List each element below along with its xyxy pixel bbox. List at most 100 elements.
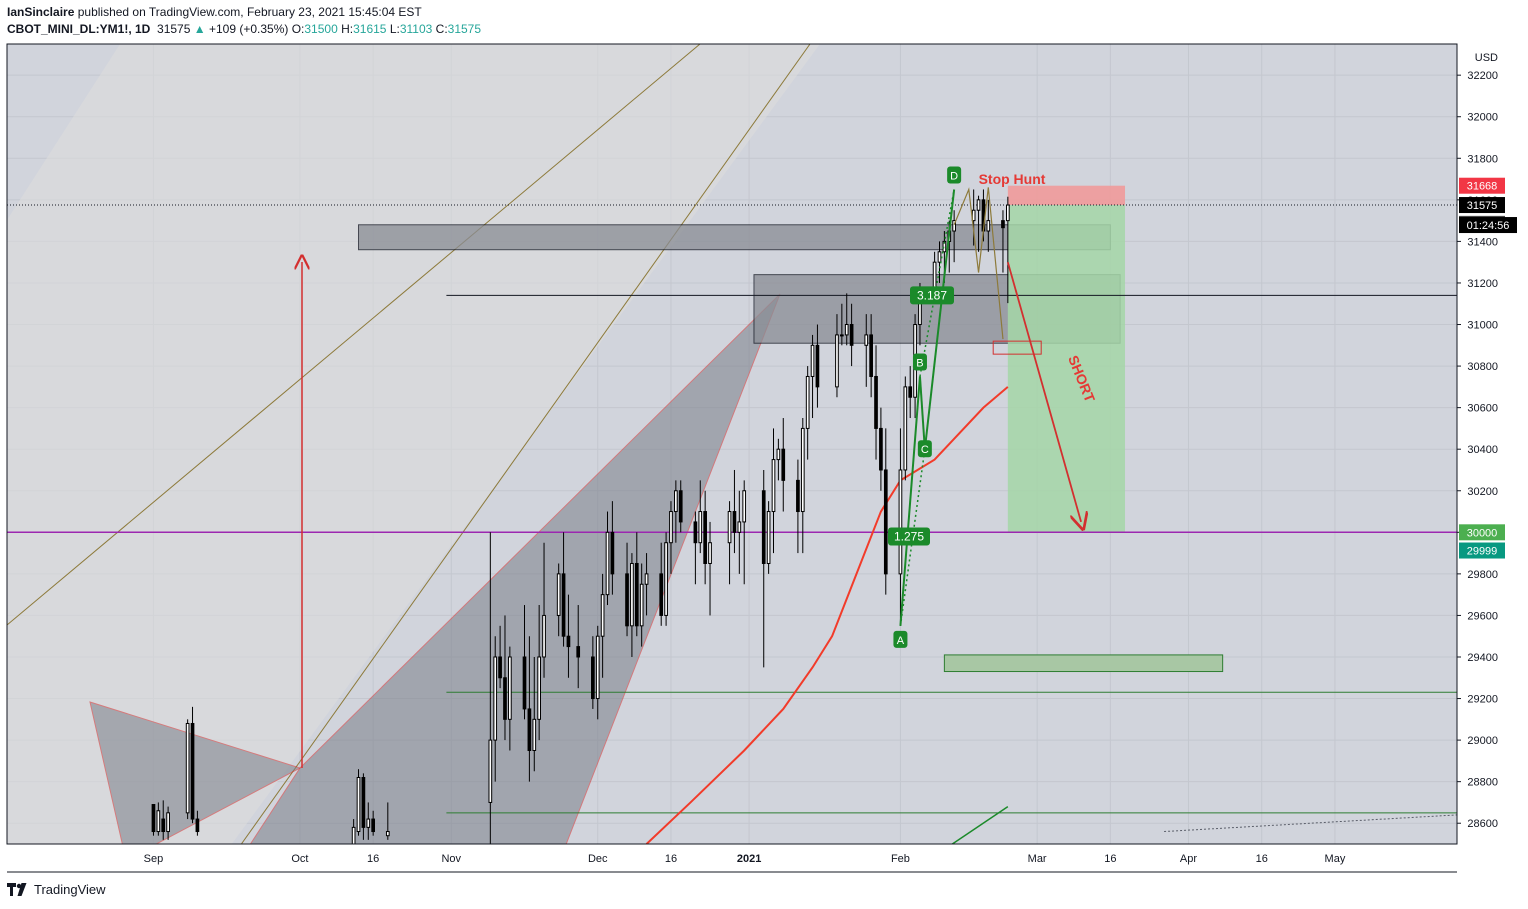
- publish-info: IanSinclaire published on TradingView.co…: [7, 5, 422, 19]
- candle-body: [805, 375, 810, 429]
- price-change: +109 (+0.35%): [208, 22, 289, 36]
- candle-body: [669, 511, 673, 544]
- author-name[interactable]: IanSinclaire: [7, 5, 75, 19]
- candle-body: [630, 562, 634, 627]
- dotted-trend-line: [1164, 814, 1457, 833]
- candle-body: [659, 573, 664, 616]
- y-tick-label: 28600: [1467, 818, 1498, 830]
- candle-body: [674, 490, 678, 513]
- time-axis[interactable]: Sep Oct 16 Nov Dec 16 2021 Feb Mar 16 Apr 16 May: [144, 853, 1346, 865]
- candle-body: [1005, 204, 1010, 222]
- price-label-bg: [1459, 524, 1505, 541]
- price-label-bg: [1459, 542, 1505, 559]
- countdown-bg: [1459, 217, 1517, 234]
- candle-body: [195, 818, 200, 833]
- candle-body: [976, 199, 981, 211]
- y-tick-label: 29800: [1467, 569, 1498, 581]
- ratio-label: 1.275: [894, 529, 924, 543]
- candle-body: [537, 656, 541, 720]
- candle-body: [625, 573, 629, 627]
- ratio-badge: [888, 527, 930, 546]
- ratio-label: 3.187: [917, 288, 947, 302]
- pattern-point-badge: [893, 630, 908, 648]
- price-axis[interactable]: 28600 28800 29000 29200 29400 29600 29800 30000…: [1457, 52, 1517, 830]
- price-label-bg: [1459, 177, 1505, 194]
- candle-body: [542, 614, 546, 658]
- candle-body: [595, 635, 600, 700]
- open-value: 31500: [304, 22, 338, 36]
- channel-line-upper: [240, 44, 811, 844]
- candle-body: [864, 334, 869, 346]
- close-value: 31575: [447, 22, 482, 36]
- close-label: C:: [435, 22, 448, 36]
- candle-body: [879, 427, 883, 471]
- moving-average-line: [645, 386, 1009, 844]
- candle-body: [385, 831, 390, 837]
- candle-body: [522, 656, 527, 710]
- pattern-leg: [923, 189, 956, 450]
- candle-body: [898, 469, 903, 575]
- candle-body: [678, 490, 683, 523]
- candle-body: [761, 490, 766, 564]
- x-tick-label: May: [1325, 853, 1346, 865]
- tradingview-logo-icon[interactable]: [7, 882, 29, 897]
- zigzag-line: [953, 187, 1004, 340]
- take-profit-zone: [1007, 205, 1126, 533]
- y-tick-label: 28800: [1467, 777, 1498, 789]
- countdown-label: 01:24:56: [1467, 220, 1510, 232]
- candle-body: [610, 531, 615, 575]
- short-arrow: [1006, 261, 1081, 522]
- channel-line-lower: [7, 44, 701, 626]
- candle-body: [952, 220, 956, 232]
- pattern-point-label: B: [916, 357, 923, 369]
- candle-body: [1001, 220, 1005, 229]
- pattern-point-label: A: [897, 635, 905, 647]
- candle-body: [532, 718, 537, 751]
- low-value: 31103: [399, 22, 433, 36]
- open-label: O:: [291, 22, 305, 36]
- candle-body: [190, 722, 195, 820]
- tradingview-brand[interactable]: TradingView: [34, 882, 106, 897]
- pattern-point-badge: [947, 166, 962, 184]
- candle-body: [840, 334, 844, 337]
- candle-body: [849, 324, 854, 346]
- candle-body: [732, 511, 737, 533]
- x-tick-label: Apr: [1180, 853, 1197, 865]
- high-value: 31615: [353, 22, 387, 36]
- candle-body: [576, 646, 581, 658]
- candle-body: [742, 490, 747, 523]
- candle-body: [844, 324, 849, 336]
- y-tick-label: 31800: [1467, 153, 1498, 165]
- candle-body: [737, 521, 742, 533]
- resistance-box-upper: [358, 224, 1111, 251]
- x-tick-label: 16: [1256, 853, 1268, 865]
- symbol-name[interactable]: CBOT_MINI_DL:YM1!, 1D: [7, 22, 151, 36]
- candle-body: [800, 427, 805, 513]
- candle-body: [986, 220, 991, 232]
- pattern-point-badge: [917, 440, 932, 458]
- candle-body: [771, 459, 776, 513]
- price-label-bg: [1459, 197, 1505, 214]
- y-tick-label: 29400: [1467, 652, 1498, 664]
- candle-body: [703, 511, 707, 564]
- small-red-box: [992, 340, 1042, 355]
- candle-body: [766, 511, 771, 564]
- candle-body: [503, 677, 507, 720]
- y-tick-label: 31000: [1467, 320, 1498, 332]
- candle-body: [508, 656, 512, 720]
- currency-label: USD: [1475, 52, 1498, 64]
- stop-loss-zone: [1007, 185, 1126, 206]
- y-tick-label: 32000: [1467, 112, 1498, 124]
- candle-body: [591, 656, 595, 700]
- y-tick-label: 29600: [1467, 610, 1498, 622]
- y-tick-label: 32200: [1467, 70, 1498, 82]
- y-tick-label: 30400: [1467, 444, 1498, 456]
- y-tick-label: 30200: [1467, 486, 1498, 498]
- demand-box: [943, 654, 1224, 673]
- low-label: L:: [389, 22, 400, 36]
- candle-body: [356, 777, 361, 833]
- pattern-point-label: C: [921, 444, 929, 456]
- candle-body: [366, 818, 371, 828]
- high-label: H:: [341, 22, 354, 36]
